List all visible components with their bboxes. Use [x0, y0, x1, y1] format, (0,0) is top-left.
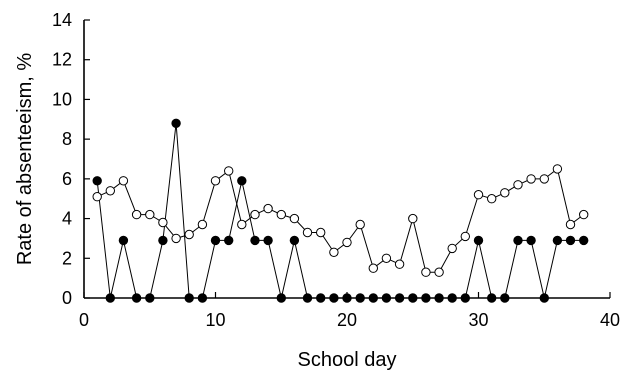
- series-2-point: [131, 293, 142, 303]
- series-1-point: [447, 243, 457, 254]
- series-2-point: [513, 235, 523, 246]
- series-1-point: [158, 217, 168, 228]
- series-1-point: [302, 227, 313, 238]
- series-1-point: [316, 227, 326, 238]
- series-2-point: [302, 293, 313, 303]
- series-2-point: [473, 235, 484, 246]
- series-2-point: [394, 293, 405, 303]
- axes: 0 10 20 30 40 0 2 4 6 8 10 12 14: [52, 10, 620, 330]
- series-1-point: [131, 209, 142, 220]
- series-2-point: [171, 118, 181, 129]
- series-2-point: [421, 293, 431, 303]
- series-2-point: [105, 293, 116, 303]
- series-2-point: [539, 293, 549, 303]
- series-2-point: [500, 293, 510, 303]
- series-1-point: [263, 203, 273, 214]
- series-2-line: [96, 123, 584, 299]
- series-1-point: [342, 237, 352, 248]
- series-2-point: [355, 293, 365, 303]
- series-2-point: [210, 235, 221, 246]
- x-tick-label: 40: [600, 310, 620, 330]
- series-2-point: [447, 293, 457, 303]
- series-2-point: [579, 235, 589, 246]
- series-1-point: [237, 219, 247, 230]
- series-2-point: [316, 293, 326, 303]
- y-tick-label: 12: [52, 50, 72, 70]
- series-1-point: [224, 166, 234, 176]
- series-1-point: [552, 164, 563, 174]
- series-2-point: [565, 235, 576, 246]
- series-1-point: [184, 229, 194, 240]
- y-tick-label: 10: [52, 89, 72, 109]
- series-1-point: [355, 219, 365, 230]
- y-tick-label: 8: [62, 129, 72, 149]
- y-axis-title: Rate of absenteeism, %: [14, 53, 36, 266]
- y-tick-label: 0: [62, 288, 72, 308]
- series-1-point: [500, 188, 510, 198]
- series-2-point: [92, 176, 102, 186]
- series-1-point: [473, 190, 484, 200]
- series-1-point: [579, 209, 589, 220]
- y-tick-label: 4: [62, 209, 72, 229]
- series-2-point: [381, 293, 392, 303]
- x-tick-label: 30: [468, 310, 488, 330]
- series-2-point: [408, 293, 418, 303]
- series-1-point: [381, 253, 392, 263]
- series-1-point: [539, 174, 549, 184]
- series-2-point: [368, 293, 378, 303]
- series-2-point: [276, 293, 286, 303]
- series-layer: [92, 118, 589, 303]
- series-2-point: [526, 235, 536, 246]
- series-1-point: [394, 259, 405, 269]
- series-1-point: [526, 174, 536, 184]
- series-1-point: [565, 219, 576, 230]
- series-1-point: [105, 186, 116, 196]
- series-2-point: [224, 235, 234, 246]
- series-1-point: [408, 213, 418, 224]
- series-1-point: [145, 209, 155, 220]
- series-2-point: [197, 293, 208, 303]
- series-1-point: [289, 213, 300, 224]
- x-axis-title: School day: [298, 349, 397, 371]
- series-2-point: [434, 293, 444, 303]
- x-tick-label: 10: [205, 310, 225, 330]
- series-1-point: [434, 267, 444, 277]
- x-tick-label: 0: [79, 310, 89, 330]
- series-1-point: [210, 176, 221, 186]
- series-1-point: [171, 233, 181, 244]
- series-2-point: [158, 235, 168, 246]
- series-2-point: [263, 235, 273, 246]
- series-2-point: [118, 235, 129, 246]
- y-tick-label: 14: [52, 10, 72, 30]
- series-1-point: [197, 219, 208, 230]
- series-1-point: [276, 209, 286, 220]
- series-2-point: [237, 176, 247, 186]
- series-2-point: [289, 235, 300, 246]
- x-tick-label: 20: [337, 310, 357, 330]
- series-2-point: [342, 293, 352, 303]
- y-tick-label: 2: [62, 248, 72, 268]
- series-2-point: [184, 293, 194, 303]
- series-2-point: [487, 293, 497, 303]
- y-tick-label: 6: [62, 169, 72, 189]
- series-2-point: [145, 293, 155, 303]
- series-2-point: [250, 235, 260, 246]
- series-1-line: [96, 168, 585, 273]
- series-1-point: [118, 176, 129, 186]
- series-1-point: [92, 192, 102, 202]
- series-2-point: [552, 235, 563, 246]
- series-2-point: [329, 293, 339, 303]
- series-1-point: [329, 247, 339, 258]
- series-1-point: [250, 209, 260, 220]
- series-1-point: [460, 231, 470, 242]
- series-1-point: [513, 180, 523, 190]
- series-1-point: [421, 267, 431, 277]
- series-1-point: [487, 194, 497, 204]
- series-2-point: [460, 293, 470, 303]
- series-1-point: [368, 263, 378, 273]
